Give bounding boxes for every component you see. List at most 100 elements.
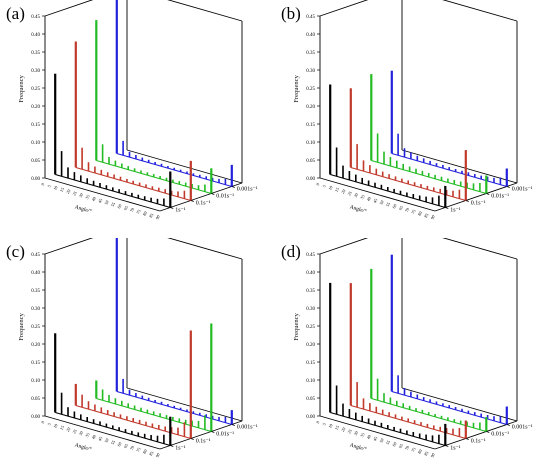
x-axis-line xyxy=(319,177,436,212)
chart-bar xyxy=(131,430,133,435)
chart-bar xyxy=(453,419,456,423)
chart-bar xyxy=(80,414,82,420)
x-tick-label: 60 xyxy=(391,203,397,209)
chart-bar xyxy=(493,416,495,421)
chart-bar xyxy=(426,185,429,190)
frame-edge xyxy=(401,149,518,184)
chart-bar xyxy=(401,416,403,421)
y-tick-label: 0.15 xyxy=(306,123,315,128)
chart-bar xyxy=(105,423,108,428)
series-label: 0.01s⁻¹ xyxy=(491,432,509,438)
chart-bar xyxy=(361,415,363,422)
chart-bar xyxy=(81,147,83,170)
x-tick-label: 5 xyxy=(46,184,51,188)
chart-bar xyxy=(121,163,123,168)
chart-bar xyxy=(375,406,378,413)
chart-bar xyxy=(445,190,448,195)
chart-bar xyxy=(348,171,351,180)
x-axis-line xyxy=(319,415,436,450)
y-tick-label: 0.00 xyxy=(306,177,315,182)
chart-bar xyxy=(146,409,149,414)
x-tick-label: 75 xyxy=(410,447,416,453)
x-tick-label: 15 xyxy=(59,187,65,193)
x-tick-label: 0 xyxy=(315,420,320,424)
series-label: 0.1s⁻¹ xyxy=(471,439,486,445)
chart-bar xyxy=(402,163,404,170)
chart-bar xyxy=(133,405,136,410)
chart-bar xyxy=(140,407,142,412)
chart-bar xyxy=(94,404,96,411)
x-tick-label: 30 xyxy=(353,192,359,198)
chart-bar xyxy=(108,157,110,165)
chart-bar xyxy=(376,378,379,401)
chart-bar xyxy=(438,195,440,206)
x-tick-label: 85 xyxy=(423,212,429,218)
x-tick-label: 80 xyxy=(417,210,423,216)
x-tick-label: 5 xyxy=(321,184,326,188)
frame-edge xyxy=(442,238,518,260)
y-tick-label: 0.10 xyxy=(31,379,40,384)
series-label: 0.001s⁻¹ xyxy=(512,187,533,193)
chart-bar xyxy=(170,427,173,433)
series-label: 0.001s⁻¹ xyxy=(512,425,533,431)
x-tick-label: 35 xyxy=(359,432,365,438)
x-tick-label: 10 xyxy=(327,185,333,191)
chart-bar xyxy=(335,147,338,177)
x-tick-label: 30 xyxy=(78,430,84,436)
chart-bar xyxy=(160,401,163,405)
chart-bar xyxy=(230,410,233,425)
chart-bar xyxy=(106,410,109,415)
chart-bar xyxy=(118,427,120,431)
y-tick-label: 0.40 xyxy=(31,271,40,276)
chart-bar xyxy=(178,418,181,423)
series-label: 0.001s⁻¹ xyxy=(237,425,258,431)
chart-bar xyxy=(389,157,392,166)
chart-bar xyxy=(112,187,114,191)
y-tick-label: 0.30 xyxy=(31,307,40,312)
chart-bar xyxy=(448,405,450,408)
z-tick xyxy=(445,207,449,209)
chart-bar xyxy=(390,254,393,392)
y-tick-label: 0.15 xyxy=(31,123,40,128)
y-tick-label: 0.00 xyxy=(31,415,40,420)
chart-bar xyxy=(100,169,103,175)
x-tick-label: 40 xyxy=(366,434,372,440)
chart-bar xyxy=(150,435,152,440)
y-tick-label: 0.45 xyxy=(306,15,315,20)
chart-bar xyxy=(131,192,133,197)
chart-bar xyxy=(112,425,114,429)
y-tick-label: 0.05 xyxy=(31,397,40,402)
y-tick-label: 0.30 xyxy=(306,307,315,312)
chart-bar xyxy=(447,417,449,421)
chart-bar xyxy=(133,168,136,172)
chart-bar xyxy=(480,175,482,180)
chart-bar xyxy=(204,184,206,192)
chart-bar xyxy=(448,167,450,170)
chart-bar xyxy=(342,165,344,179)
chart-bar xyxy=(408,166,411,172)
chart-bar xyxy=(138,182,141,186)
x-tick-label: 85 xyxy=(148,450,154,456)
chart-bar xyxy=(92,180,95,186)
chart-bar xyxy=(420,422,422,426)
chart-bar xyxy=(135,393,137,397)
chart-bar xyxy=(399,190,402,195)
chart-bar xyxy=(381,171,384,177)
chart-bar xyxy=(383,393,385,403)
chart-bar xyxy=(179,169,182,172)
chart-bar xyxy=(106,172,109,177)
x-tick-label: 70 xyxy=(129,445,135,451)
x-tick-label: 40 xyxy=(91,434,97,440)
chart-bar xyxy=(87,162,90,172)
x-tick-label: 0 xyxy=(40,420,45,424)
x-tick-label: 50 xyxy=(103,437,109,443)
chart-bar xyxy=(454,407,457,410)
chart-bar xyxy=(397,133,399,156)
chart-bar xyxy=(150,197,152,202)
chart-bar xyxy=(499,416,502,423)
x-tick-label: 70 xyxy=(404,207,410,213)
panel-label: (d) xyxy=(281,242,301,261)
chart-bar xyxy=(192,173,195,176)
chart-bar xyxy=(210,168,213,194)
chart-bar xyxy=(422,158,425,163)
